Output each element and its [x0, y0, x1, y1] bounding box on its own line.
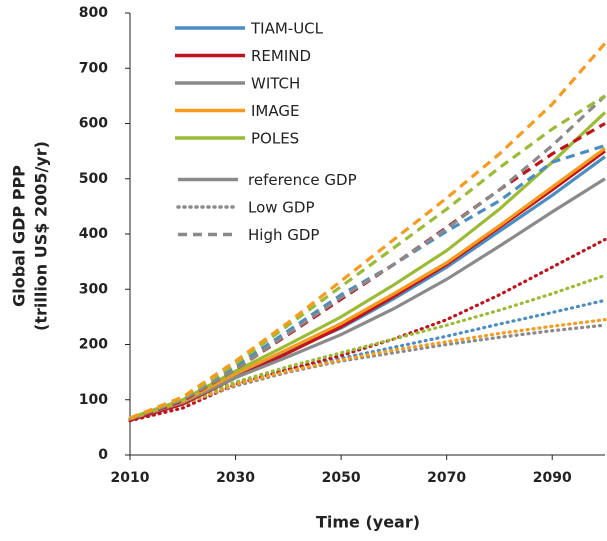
legend-label: TIAM-UCL [250, 20, 324, 38]
legend-label: Low GDP [248, 199, 315, 217]
series-line [129, 94, 607, 421]
legend-label: WITCH [251, 75, 300, 93]
y-tick-label: 400 [79, 226, 108, 242]
y-tick-label: 500 [79, 171, 108, 187]
series-line [129, 177, 606, 421]
y-tick-label: 700 [79, 60, 108, 76]
series-line [129, 122, 606, 422]
legend-label: REMIND [251, 47, 311, 65]
y-tick-label: 300 [79, 281, 108, 297]
series-line [129, 155, 606, 421]
x-axis-title: Time (year) [316, 513, 420, 532]
series-line [129, 111, 607, 420]
series-line [129, 149, 606, 422]
series-line [129, 94, 606, 421]
legend-label: POLES [251, 130, 299, 148]
series-line [128, 273, 607, 421]
y-tick-label: 200 [79, 337, 108, 353]
series-line [129, 147, 606, 421]
legend-label: reference GDP [248, 171, 357, 189]
series-line [128, 237, 607, 423]
x-tick-label: 2090 [533, 470, 572, 486]
y-axis-title: Global GDP PPP (trillion US$ 2005/yr) [10, 141, 51, 331]
series-line [128, 298, 607, 421]
y-axis-title-line: Global GDP PPP [10, 165, 29, 307]
x-tick-label: 2030 [216, 470, 255, 486]
y-tick-label: 100 [79, 392, 108, 408]
y-tick-label: 600 [79, 116, 108, 132]
series-line [128, 318, 607, 421]
y-tick-label: 800 [79, 5, 108, 21]
y-axis-title-line: (trillion US$ 2005/yr) [32, 141, 51, 331]
series-line [129, 42, 607, 420]
series-line [128, 323, 607, 421]
x-tick-label: 2050 [322, 470, 361, 486]
x-tick-label: 2070 [427, 470, 466, 486]
y-tick-label: 0 [98, 447, 108, 463]
legend-label: High GDP [248, 226, 319, 244]
x-tick-label: 2010 [111, 470, 150, 486]
legend-label: IMAGE [251, 102, 299, 120]
